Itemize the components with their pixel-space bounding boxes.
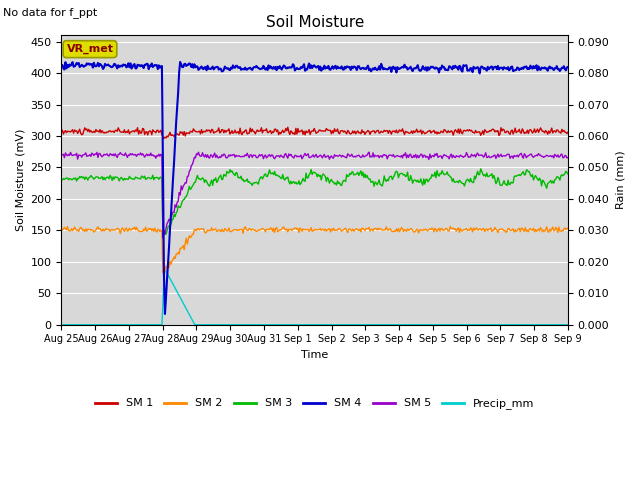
- Y-axis label: Soil Moisture (mV): Soil Moisture (mV): [15, 129, 25, 231]
- Legend: SM 1, SM 2, SM 3, SM 4, SM 5, Precip_mm: SM 1, SM 2, SM 3, SM 4, SM 5, Precip_mm: [90, 394, 539, 414]
- Title: Soil Moisture: Soil Moisture: [266, 15, 364, 30]
- Text: No data for f_ppt: No data for f_ppt: [3, 7, 97, 18]
- Y-axis label: Rain (mm): Rain (mm): [615, 151, 625, 209]
- X-axis label: Time: Time: [301, 350, 328, 360]
- Text: VR_met: VR_met: [67, 44, 113, 54]
